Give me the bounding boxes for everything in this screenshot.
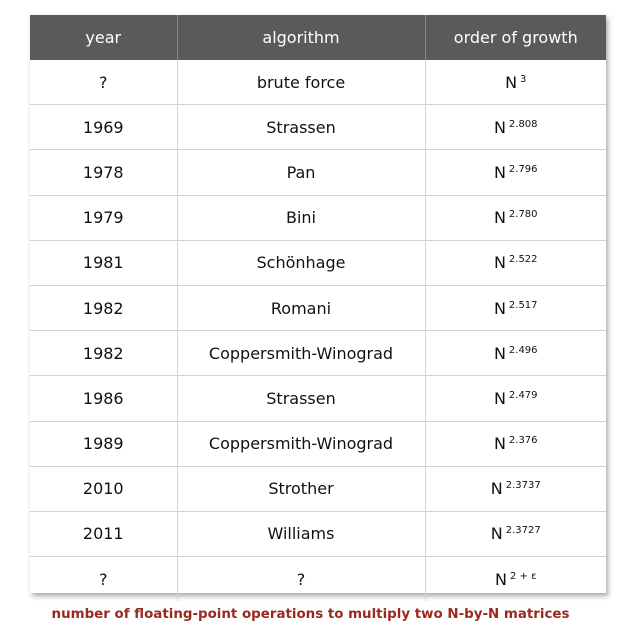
order-of-growth-cell: N 2.796 xyxy=(425,149,606,196)
order-exponent: 2 + ε xyxy=(509,570,537,582)
table-row: 1989 Coppersmith-Winograd N 2.376 xyxy=(30,421,606,467)
order-exponent: 3 xyxy=(520,73,527,85)
table-row: 1981 Schönhage N 2.522 xyxy=(30,240,606,286)
table-row: ?? N 2 + ε xyxy=(30,556,606,602)
year-cell: 1978 xyxy=(30,149,178,196)
year-cell: ? xyxy=(30,556,178,602)
order-base: N xyxy=(493,434,506,454)
order-exponent: 2.3737 xyxy=(505,480,541,492)
order-of-growth-cell: N 2.808 xyxy=(425,104,606,151)
order-exponent: 2.3727 xyxy=(505,525,541,537)
algorithm-cell: Coppersmith-Winograd xyxy=(177,421,426,467)
table-row: 1982 Coppersmith-Winograd N 2.496 xyxy=(30,330,606,377)
order-base: N xyxy=(495,569,507,589)
year-cell: 2011 xyxy=(30,511,178,558)
order-of-growth-cell: N 2.479 xyxy=(425,375,606,422)
year-cell: 1982 xyxy=(30,285,178,332)
table-row: ? brute force N 3 xyxy=(30,60,606,106)
order-exponent: 2.796 xyxy=(508,163,538,175)
algorithm-cell: Bini xyxy=(177,195,426,241)
order-exponent: 2.522 xyxy=(508,254,538,266)
algorithm-cell: Strassen xyxy=(177,104,426,151)
order-base: N xyxy=(490,479,503,499)
order-exponent: 2.376 xyxy=(508,435,538,447)
order-base: N xyxy=(493,343,506,363)
header-algorithm: algorithm xyxy=(177,15,426,60)
algorithm-cell: Schönhage xyxy=(177,240,426,286)
algorithm-cell: Williams xyxy=(177,511,426,558)
table-row: 2010 Strother N 2.3737 xyxy=(30,466,606,512)
order-base: N xyxy=(493,298,506,318)
year-cell: 1982 xyxy=(30,330,178,377)
growth-table: year algorithm order of growth ? brute fo… xyxy=(30,15,606,602)
order-base: N xyxy=(493,388,506,408)
year-cell: 1986 xyxy=(30,375,178,422)
algorithm-cell: Coppersmith-Winograd xyxy=(177,330,426,377)
header-row: year algorithm order of growth xyxy=(30,15,606,60)
algorithm-cell: ? xyxy=(177,556,426,602)
table-row: 1969 Strassen N 2.808 xyxy=(30,104,606,151)
order-of-growth-cell: N 2.780 xyxy=(425,195,606,241)
table-row: 2011 Williams N 2.3727 xyxy=(30,511,606,558)
order-base: N xyxy=(490,524,503,544)
table-caption: number of floating-point operations to m… xyxy=(51,607,570,622)
algorithm-cell: Romani xyxy=(177,285,426,332)
order-exponent: 2.496 xyxy=(508,344,538,356)
order-base: N xyxy=(493,117,506,137)
year-cell: 1979 xyxy=(30,195,178,241)
order-of-growth-cell: N 2.3727 xyxy=(425,511,606,558)
table-row: 1979 Bini N 2.780 xyxy=(30,195,606,241)
table-row: 1986 Strassen N 2.479 xyxy=(30,375,606,422)
order-base: N xyxy=(505,72,518,92)
year-cell: 1989 xyxy=(30,421,178,467)
year-cell: 1981 xyxy=(30,240,178,286)
order-of-growth-cell: N 2.522 xyxy=(425,240,606,286)
table-row: 1982 Romani N 2.517 xyxy=(30,285,606,332)
header-year: year xyxy=(30,15,178,60)
header-order-of-growth: order of growth xyxy=(425,15,606,60)
order-exponent: 2.780 xyxy=(508,209,538,221)
algorithm-cell: Strother xyxy=(177,466,426,512)
order-of-growth-cell: N 2.496 xyxy=(425,330,606,377)
order-base: N xyxy=(493,253,506,273)
year-cell: 2010 xyxy=(30,466,178,512)
growth-table-container: year algorithm order of growth ? brute fo… xyxy=(30,15,606,602)
algorithm-cell: brute force xyxy=(177,60,426,106)
order-of-growth-cell: N 2.3737 xyxy=(425,466,606,512)
algorithm-cell: Strassen xyxy=(177,375,426,422)
order-exponent: 2.517 xyxy=(508,299,538,311)
order-exponent: 2.479 xyxy=(508,389,538,401)
year-cell: ? xyxy=(30,60,178,106)
year-cell: 1969 xyxy=(30,104,178,151)
algorithm-cell: Pan xyxy=(177,149,426,196)
order-base: N xyxy=(493,162,506,182)
table-row: 1978 Pan N 2.796 xyxy=(30,149,606,196)
order-of-growth-cell: N 2.517 xyxy=(425,285,606,332)
order-base: N xyxy=(493,208,506,228)
order-of-growth-cell: N 2.376 xyxy=(425,421,606,467)
order-exponent: 2.808 xyxy=(508,118,538,130)
